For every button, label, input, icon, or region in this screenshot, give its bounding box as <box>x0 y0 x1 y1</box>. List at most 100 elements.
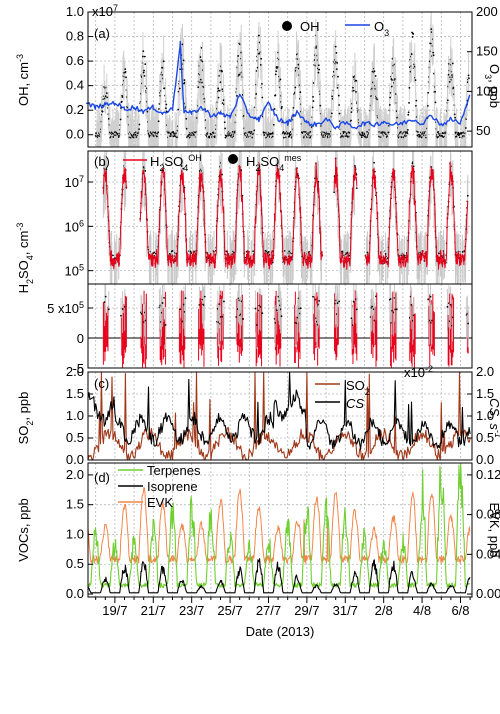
x-tick-label: 23/7 <box>179 603 204 618</box>
oh-point <box>350 119 352 122</box>
oh-point <box>334 45 337 48</box>
oh-point <box>257 34 260 37</box>
legend-h2so4-mes-label: H2SO4mes <box>246 153 302 173</box>
oh-point <box>374 75 377 77</box>
oh-point <box>142 71 145 74</box>
oh-point <box>224 136 227 139</box>
oh-point <box>182 59 185 62</box>
oh-point <box>172 135 175 138</box>
legend-h2so4-mes-label-part: SO <box>260 154 279 169</box>
oh-point <box>408 86 411 89</box>
h2so4-mes-point-lin <box>338 300 341 303</box>
oh-point <box>162 60 165 63</box>
oh-point <box>326 132 329 135</box>
h2so4-mes-point <box>182 167 185 170</box>
oh-point <box>453 113 456 116</box>
oh-point <box>406 128 409 131</box>
oh-point <box>197 86 200 89</box>
o3-line <box>85 40 471 130</box>
panel-label-d: (d) <box>94 470 110 485</box>
oh-point <box>297 63 300 66</box>
legend-h2so4-mes-label-part: 4 <box>279 163 284 173</box>
h2so4-mes-point-lin <box>446 305 449 308</box>
oh-point <box>391 79 394 81</box>
oh-point <box>201 60 204 63</box>
oh-point <box>138 123 141 126</box>
oh-point <box>361 132 364 135</box>
oh-point <box>101 110 104 113</box>
oh-point <box>157 120 160 123</box>
legend-h2so4-mes-marker <box>228 154 238 164</box>
oh-point <box>312 95 314 98</box>
oh-point <box>274 94 277 97</box>
h2so4-mes-point-lin <box>203 295 206 298</box>
oh-point <box>360 134 363 137</box>
h2so4-mes-point-lin <box>276 309 278 312</box>
h2so4-mes-point <box>171 250 174 252</box>
panel-label-a: (a) <box>94 26 110 41</box>
h2so4-mes-point-lin <box>336 302 339 305</box>
oh-point <box>446 99 449 102</box>
legend-h2so4-mes-label-part: H <box>246 154 255 169</box>
oh-point <box>177 108 180 111</box>
h2so4-mes-point <box>252 250 255 253</box>
oh-point <box>335 68 338 71</box>
oh-point <box>414 79 417 82</box>
h2so4-mes-point-lin <box>107 308 110 311</box>
oh-point <box>176 136 178 139</box>
oh-point <box>118 134 121 137</box>
oh-point <box>237 55 240 57</box>
oh-point <box>262 131 265 134</box>
oh-point <box>224 127 226 130</box>
h2so4-mes-point <box>221 173 223 176</box>
h2so4-mes-point <box>384 253 387 255</box>
oh-point <box>400 130 402 133</box>
oh-point <box>199 56 202 58</box>
oh-point <box>261 96 264 99</box>
oh-point <box>134 133 137 136</box>
oh-point <box>138 128 140 131</box>
h2so4-mes-point-lin <box>280 315 283 318</box>
legend-so2-label-part: SO <box>346 378 365 393</box>
a-ylabel-part: OH, cm <box>16 62 31 106</box>
h2so4-mes-point-lin <box>318 299 321 302</box>
oh-point <box>281 105 283 108</box>
oh-point <box>223 121 226 124</box>
isoprene-line <box>87 558 471 594</box>
c-ytick-label: 1.0 <box>66 408 84 423</box>
oh-point <box>309 131 312 133</box>
c-ytick-label: 1.5 <box>66 386 84 401</box>
oh-point <box>430 42 432 45</box>
legend-h2so4-oh-label-part: H <box>150 154 159 169</box>
a-y2tick-label: 50 <box>476 123 490 138</box>
oh-point <box>94 135 97 137</box>
oh-point <box>143 69 145 72</box>
x-axis-label: Date (2013) <box>246 624 315 639</box>
b-lower-label: 5 x105 <box>47 300 84 316</box>
oh-point <box>143 75 146 77</box>
h2so4-mes-point-lin <box>312 295 314 298</box>
oh-point <box>280 107 283 110</box>
x-tick-label: 29/7 <box>294 603 319 618</box>
b-ytick-label-part: 6 <box>79 218 84 228</box>
oh-point <box>336 86 339 89</box>
frame-d <box>87 462 473 598</box>
oh-point <box>276 65 278 68</box>
c-y2tick-label: 0.0 <box>476 452 494 467</box>
b-ytick-label-part: 10 <box>65 264 79 279</box>
legend-o3-label: O3 <box>374 19 389 38</box>
a-ytick-label: 0.2 <box>66 102 84 117</box>
oh-point <box>165 103 168 106</box>
a-ytick-label: 1.0 <box>66 4 84 19</box>
legend-o3-label-part: 3 <box>384 28 389 38</box>
oh-point <box>317 64 320 67</box>
evk-line <box>87 487 471 564</box>
oh-point <box>201 81 203 84</box>
c-multiplier-part: -2 <box>425 364 433 374</box>
h2so4-mes-point <box>198 170 201 172</box>
c-ytick-label: 0.5 <box>66 430 84 445</box>
oh-point <box>406 132 409 135</box>
oh-point <box>434 90 437 93</box>
h2so4-mes-point <box>466 194 469 197</box>
x-tick-label: 21/7 <box>141 603 166 618</box>
